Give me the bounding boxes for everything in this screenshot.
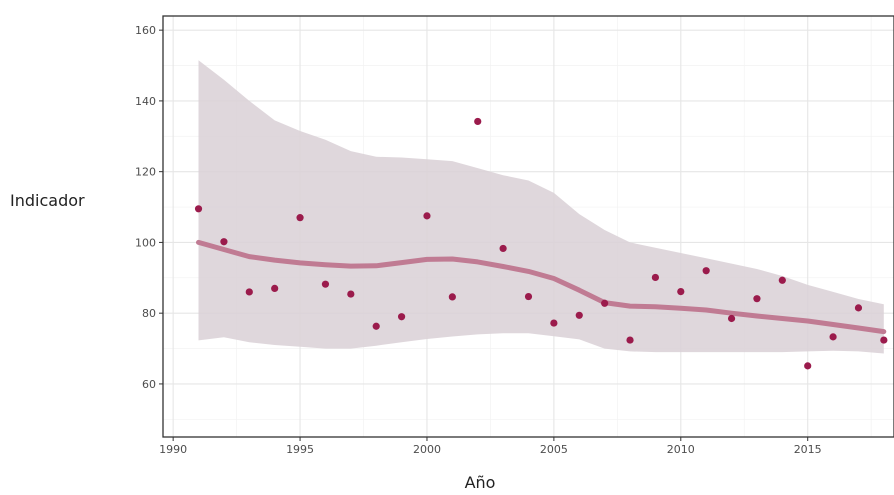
data-point [550,319,558,327]
x-tick-label: 2000 [413,443,441,456]
x-axis-title: Año [465,473,496,492]
y-axis-title: Indicador [10,191,85,210]
data-point [524,292,533,301]
data-point [423,212,431,220]
x-tick-label: 1995 [286,443,314,456]
data-point [194,205,203,213]
x-tick-label: 2005 [540,443,568,456]
y-tick-label: 120 [135,166,156,179]
data-point [271,284,279,293]
data-point [220,238,228,246]
data-point [499,244,507,253]
data-point [474,117,482,126]
data-point [880,336,888,344]
data-point [321,280,330,288]
data-point [397,313,406,321]
data-point [702,267,710,275]
data-points-layer [194,117,888,370]
data-point [626,336,634,344]
x-tick-label: 2010 [667,443,695,456]
data-point [651,273,660,282]
y-axis: 60 80 100 120 140 160 [135,24,163,391]
data-point [601,299,609,307]
y-tick-label: 100 [135,236,156,249]
data-point [829,333,837,341]
panel-border [162,15,894,438]
data-point [727,314,736,323]
data-point [296,214,304,222]
data-point [372,322,380,330]
y-tick-label: 160 [135,24,156,37]
data-point [448,293,456,301]
x-tick-label: 2015 [794,443,822,456]
confidence-band-layer [198,60,884,354]
confidence-band [198,60,884,354]
data-point [575,311,583,319]
trend-line-layer [196,239,887,335]
data-point [347,290,355,298]
data-point [753,295,761,303]
data-point [245,288,253,296]
data-point [778,276,786,284]
y-tick-label: 80 [142,307,156,320]
x-tick-label: 1990 [159,443,187,456]
y-tick-label: 140 [135,95,156,108]
data-point [804,362,812,370]
x-axis: 1990 1995 2000 2005 2010 2015 [159,437,822,456]
data-point [854,304,863,312]
y-tick-label: 60 [142,378,156,391]
trend-line [196,239,887,335]
data-point [677,287,685,296]
